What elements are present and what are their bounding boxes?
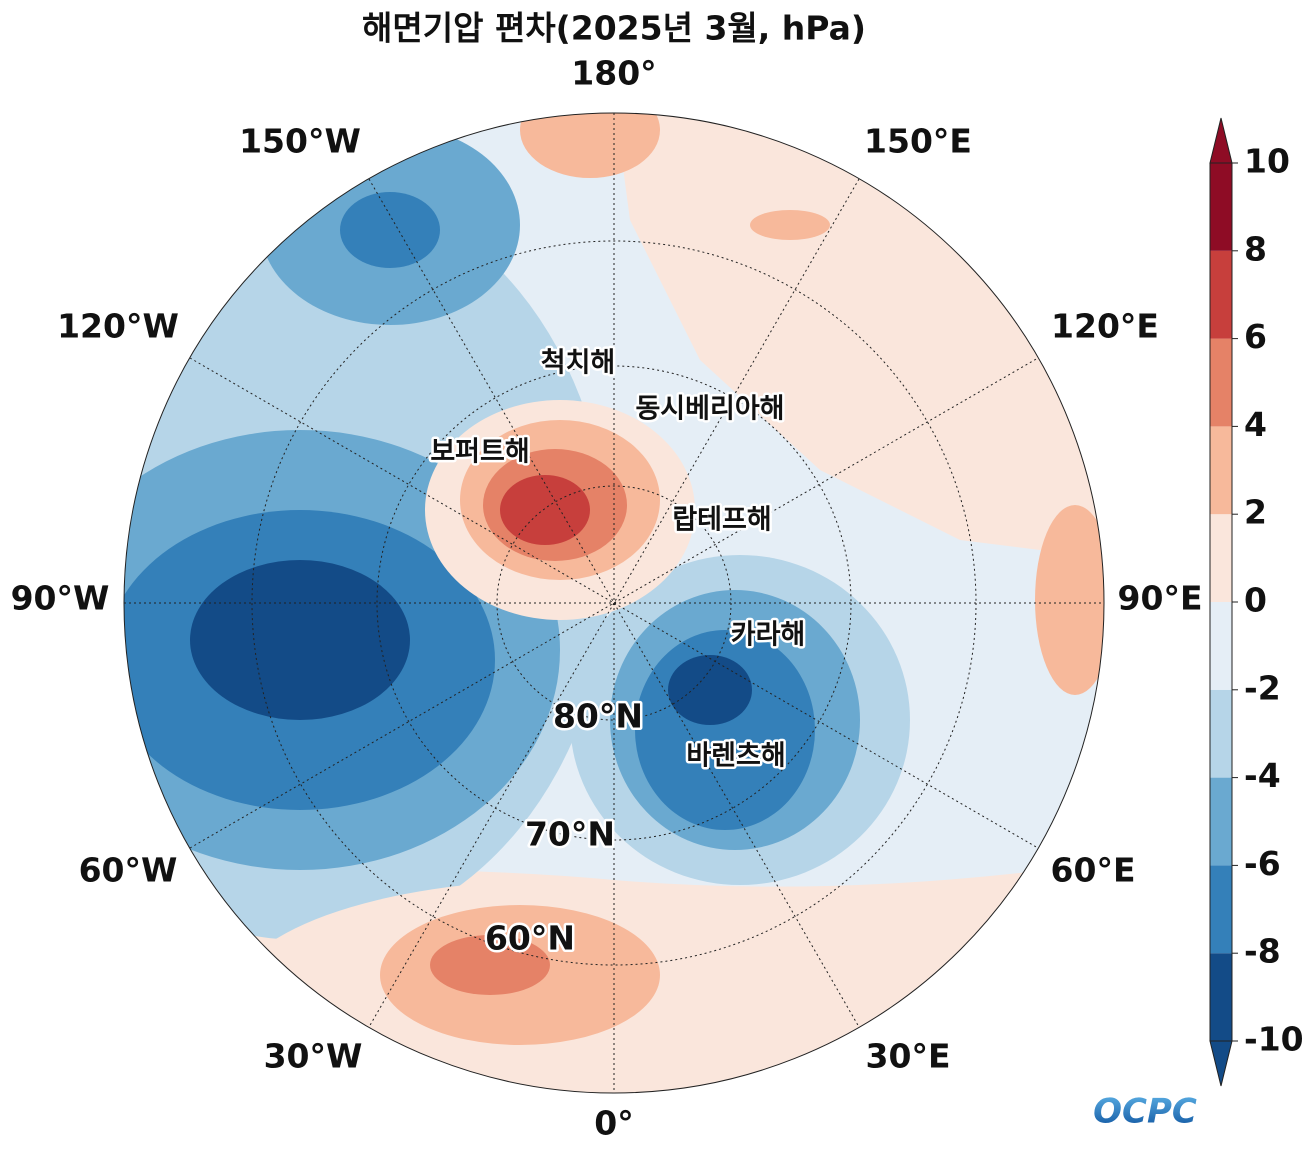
sea-name: 랍테프해 bbox=[672, 505, 771, 536]
colorbar-segment bbox=[1210, 953, 1232, 1041]
longitude-label: 30°W bbox=[264, 1037, 363, 1076]
colorbar-tick-label: 0 bbox=[1244, 581, 1267, 620]
colorbar-tick-label: -8 bbox=[1244, 932, 1281, 971]
colorbar-segment bbox=[1210, 865, 1232, 954]
colorbar-segment bbox=[1210, 250, 1232, 339]
sea-name: 동시베리아해 bbox=[635, 394, 784, 425]
colorbar-tick-label: -2 bbox=[1244, 668, 1281, 707]
longitude-label: 0° bbox=[594, 1104, 633, 1143]
anomaly-field bbox=[124, 113, 1104, 1093]
longitude-label: 120°E bbox=[1051, 307, 1159, 346]
longitude-label: 60°W bbox=[79, 851, 178, 890]
sea-name: 척치해 bbox=[541, 348, 616, 379]
colorbar-tick-label: 4 bbox=[1244, 405, 1267, 444]
longitude-label: 90°E bbox=[1118, 579, 1203, 618]
longitude-label: 90°W bbox=[11, 579, 110, 618]
colorbar-segment bbox=[1210, 514, 1232, 602]
anomaly-region bbox=[750, 210, 830, 240]
longitude-label: 120°W bbox=[57, 307, 179, 346]
colorbar-extend-max bbox=[1209, 117, 1233, 164]
anomaly-region bbox=[340, 192, 440, 268]
latitude-label: 80°N bbox=[553, 697, 643, 736]
colorbar-tick-label: -10 bbox=[1244, 1020, 1304, 1059]
anomaly-region bbox=[190, 560, 410, 720]
colorbar-tick-label: -4 bbox=[1244, 756, 1281, 795]
colorbar-segment bbox=[1210, 602, 1232, 690]
longitude-label: 180° bbox=[571, 54, 656, 93]
anomaly-region bbox=[520, 113, 660, 178]
colorbar-extend-min bbox=[1209, 1040, 1233, 1087]
longitude-label: 60°E bbox=[1051, 851, 1136, 890]
anomaly-region bbox=[1035, 505, 1104, 695]
sea-name: 카라해 bbox=[731, 620, 806, 651]
colorbar-tick-label: 10 bbox=[1244, 142, 1290, 181]
sea-name: 보퍼트해 bbox=[430, 437, 529, 468]
anomaly-region bbox=[430, 935, 550, 995]
colorbar-tick-label: 8 bbox=[1244, 229, 1267, 268]
longitude-label: 150°E bbox=[864, 122, 972, 161]
latitude-label: 60°N bbox=[485, 919, 575, 958]
longitude-label: 150°W bbox=[239, 122, 361, 161]
colorbar-tick-label: 6 bbox=[1244, 317, 1267, 356]
colorbar-tick-label: 2 bbox=[1244, 493, 1267, 532]
anomaly-region bbox=[500, 475, 590, 545]
map-title: 해면기압 편차(2025년 3월, hPa) bbox=[362, 9, 866, 48]
longitude-label: 30°E bbox=[866, 1037, 951, 1076]
colorbar-segment bbox=[1210, 338, 1232, 427]
colorbar-tick-label: -6 bbox=[1244, 844, 1281, 883]
colorbar: -10 -8 -6 -4 -2 0 2 4 6 8 10 bbox=[1209, 117, 1304, 1087]
anomaly-region bbox=[668, 655, 752, 725]
graticule bbox=[123, 112, 1105, 1094]
sea-name: 바렌츠해 bbox=[686, 741, 785, 772]
colorbar-segment bbox=[1210, 689, 1232, 778]
logo: OCPC bbox=[1093, 1092, 1197, 1132]
colorbar-segment bbox=[1210, 426, 1232, 515]
latitude-label: 70°N bbox=[525, 815, 615, 854]
colorbar-segment bbox=[1210, 777, 1232, 866]
colorbar-segment bbox=[1210, 163, 1232, 251]
